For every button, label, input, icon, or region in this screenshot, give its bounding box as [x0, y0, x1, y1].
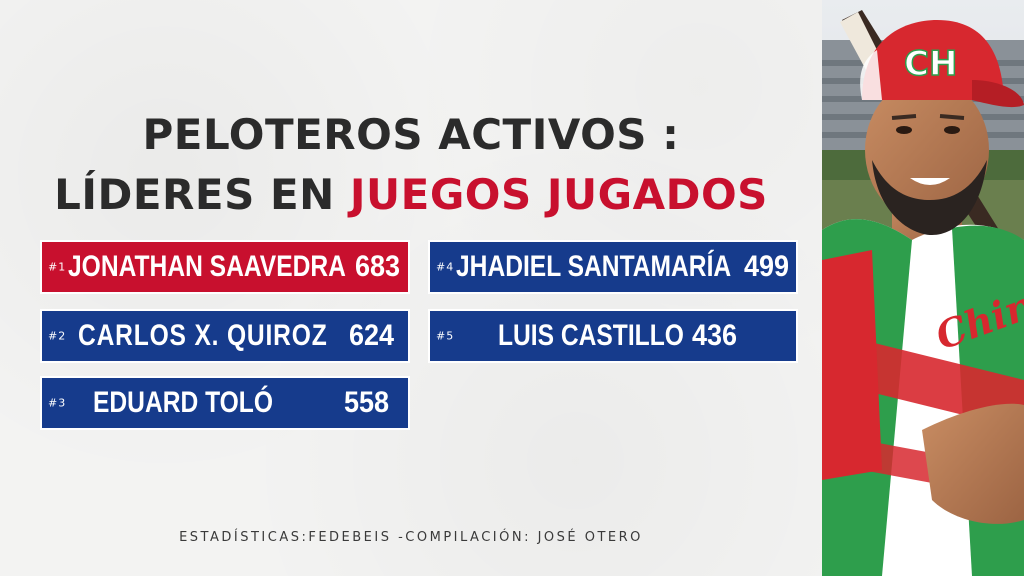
leader-card-2: #2 CARLOS X. QUIROZ 624 [40, 309, 410, 363]
leader-card-4: #4 JHADIEL SANTAMARÍA 499 [428, 240, 798, 294]
leader-card-1: #1 JONATHAN SAAVEDRA 683 [40, 240, 410, 294]
title-prefix: LÍDERES EN [54, 170, 335, 219]
leader-rank: #2 [48, 329, 67, 343]
leader-rank: #4 [436, 260, 455, 274]
leader-games: 499 [744, 250, 790, 283]
leader-name: LUIS CASTILLO [498, 319, 684, 352]
leader-games: 558 [344, 386, 390, 419]
leader-rank: #5 [436, 329, 455, 343]
leader-games: 624 [349, 319, 395, 352]
leader-name: CARLOS X. QUIROZ [78, 319, 328, 352]
leader-name: EDUARD TOLÓ [93, 386, 273, 419]
footer-credit: ESTADÍSTICAS:FEDEBEIS -COMPILACIÓN: JOSÉ… [179, 530, 643, 545]
title-text: PELOTEROS ACTIVOS : [142, 110, 680, 159]
leader-card-5: #5 LUIS CASTILLO 436 [428, 309, 798, 363]
leader-rank: #3 [48, 396, 67, 410]
title-accent: JUEGOS JUGADOS [349, 170, 768, 219]
cap-logo: CH [904, 44, 957, 84]
leader-name: JHADIEL SANTAMARÍA [456, 250, 732, 283]
leader-games: 436 [692, 319, 738, 352]
player-photo: Chiriquí CH [822, 0, 1024, 576]
leader-rank: #1 [48, 260, 67, 274]
leader-name: JONATHAN SAAVEDRA [68, 250, 346, 283]
leader-card-3: #3 EDUARD TOLÓ 558 [40, 376, 410, 430]
title-line-2: LÍDERES EN JUEGOS JUGADOS [0, 170, 822, 219]
title-line-1: PELOTEROS ACTIVOS : [0, 110, 822, 159]
leader-games: 683 [355, 250, 401, 283]
